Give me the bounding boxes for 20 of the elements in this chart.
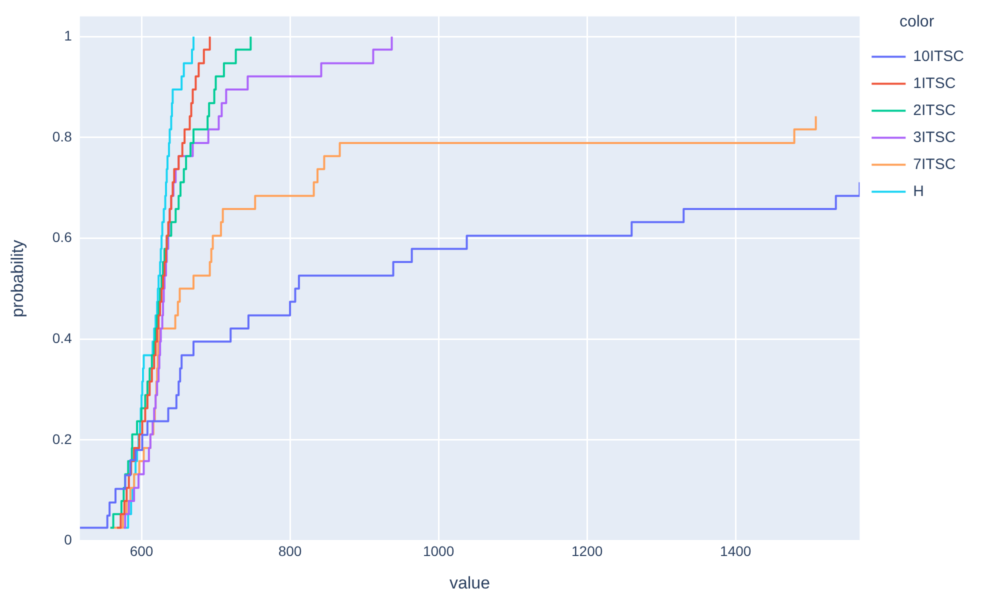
y-axis-title: probability (8, 239, 27, 318)
legend-title: color (899, 13, 935, 30)
x-tick-label: 1200 (572, 543, 603, 560)
legend-label: 3ITSC (913, 128, 956, 146)
legend-label: H (913, 182, 924, 200)
y-tick-label: 0.6 (52, 229, 72, 246)
y-tick-label: 0.8 (52, 128, 72, 144)
y-tick-label: 0.4 (52, 330, 72, 346)
y-tick-label: 1 (64, 27, 72, 44)
y-tick-label: 0.2 (52, 430, 72, 447)
legend-label: 7ITSC (913, 156, 956, 173)
x-axis-title: value (449, 573, 490, 592)
x-tick-label: 1400 (720, 543, 752, 560)
x-tick-label: 800 (278, 543, 302, 560)
x-tick-label: 600 (130, 543, 154, 560)
x-tick-label: 1000 (422, 543, 454, 560)
legend-label: 2ITSC (913, 102, 956, 119)
legend-label: 10ITSC (913, 48, 964, 65)
legend-label: 1ITSC (913, 74, 956, 92)
y-tick-label: 0 (64, 532, 72, 548)
